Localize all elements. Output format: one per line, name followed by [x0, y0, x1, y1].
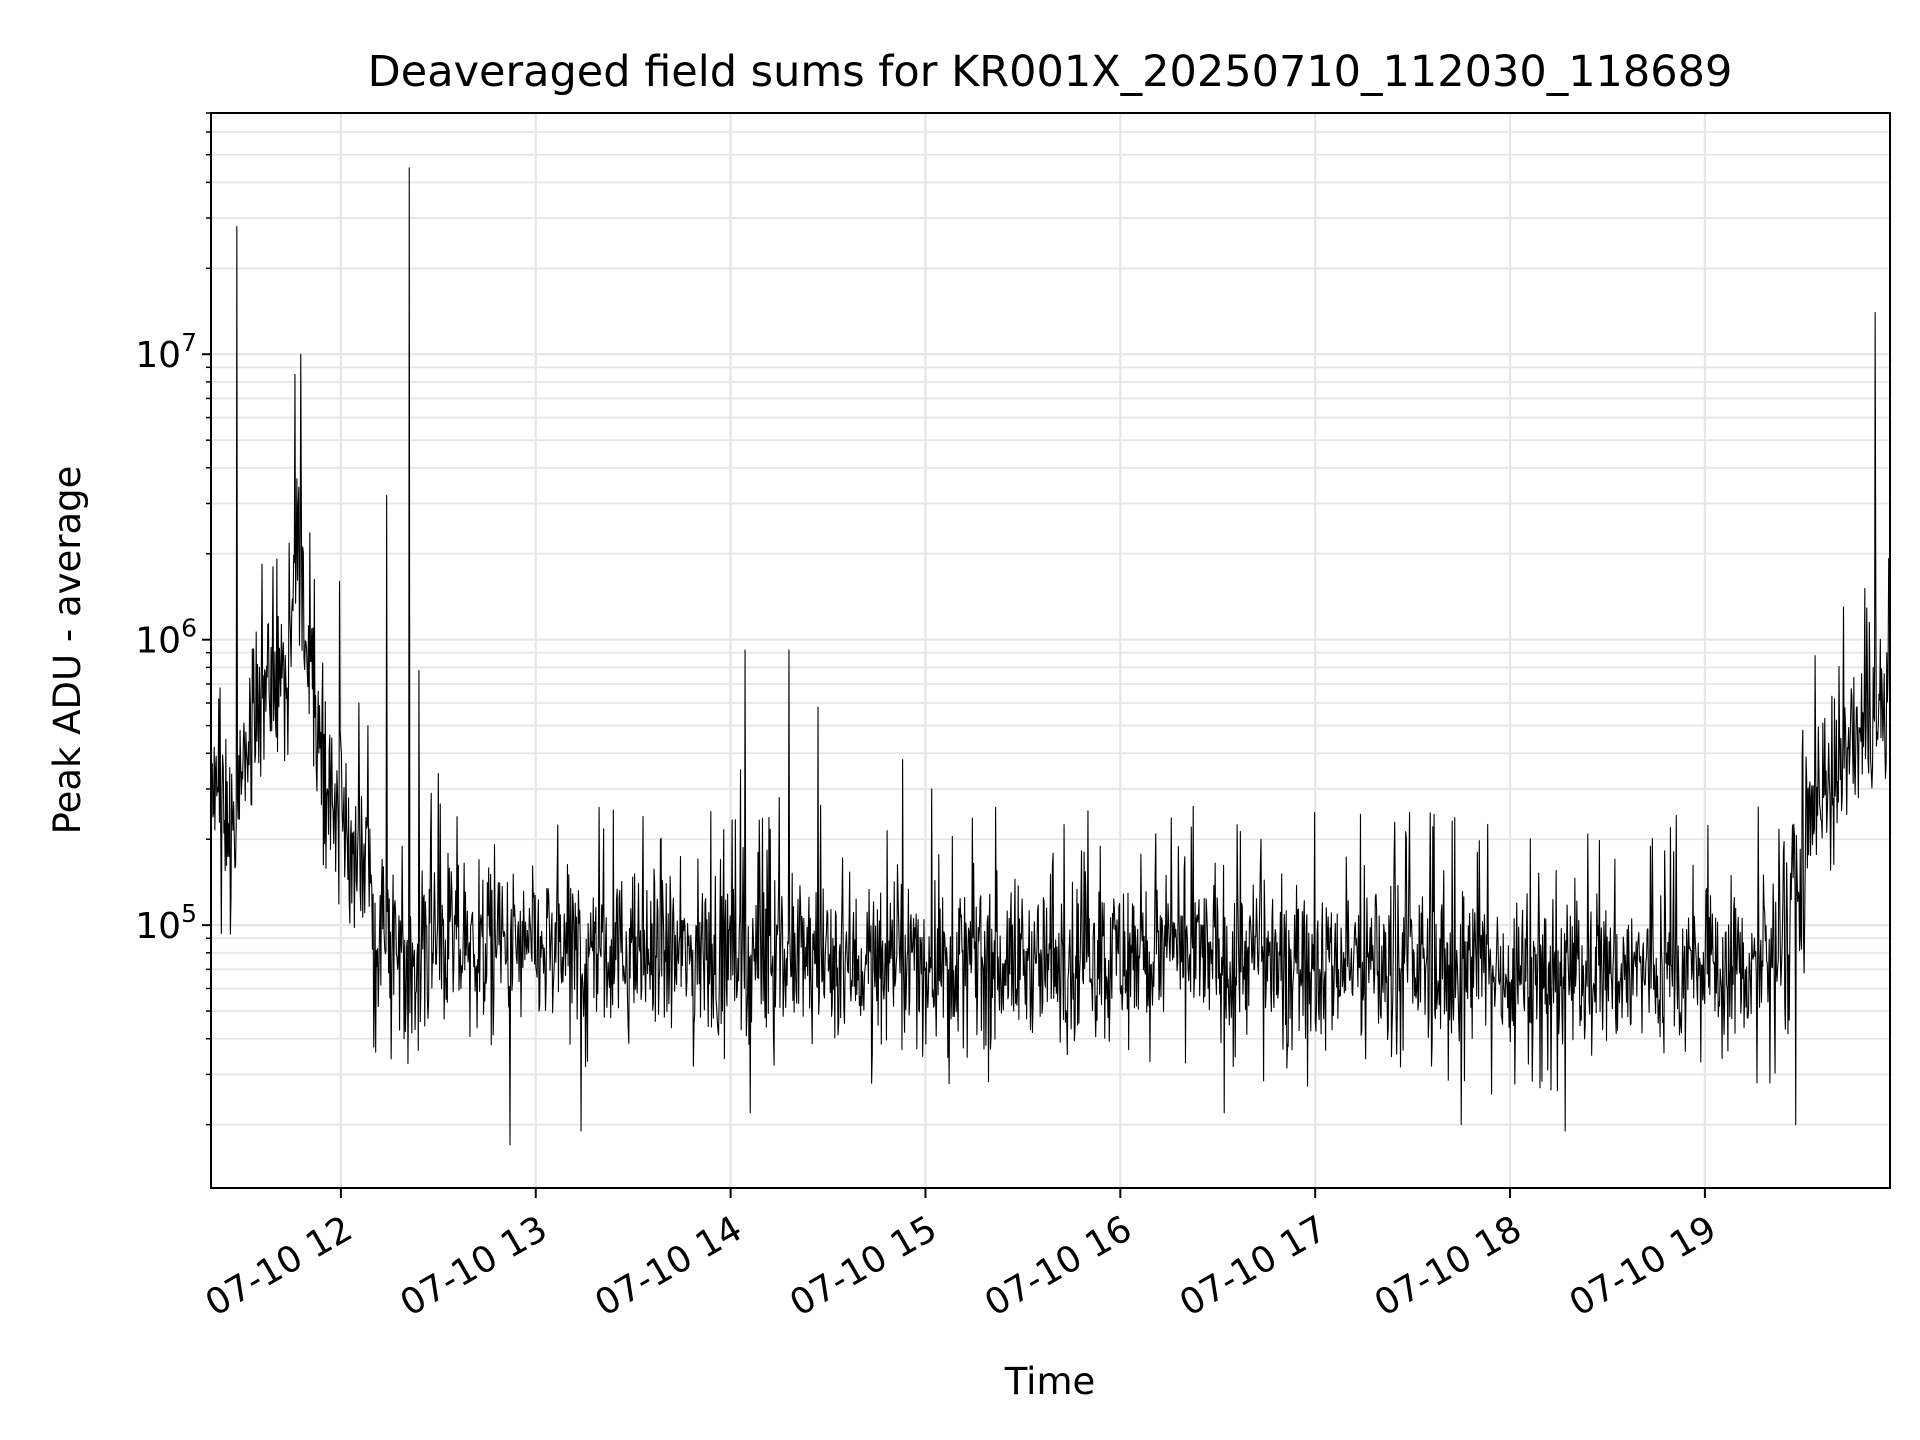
series-line: [210, 167, 1891, 1146]
x-axis-label: Time: [1004, 1360, 1096, 1403]
chart-title: Deaveraged field sums for KR001X_2025071…: [368, 47, 1733, 97]
plot-frame: [210, 112, 1891, 1189]
series: [210, 167, 1891, 1146]
y-axis-label: Peak ADU - average: [46, 466, 89, 835]
y-tick-label: 107: [135, 328, 197, 376]
y-axis: 105 106 107: [135, 112, 211, 1126]
y-tick-label: 106: [135, 614, 197, 662]
y-tick-label: 105: [135, 899, 197, 947]
